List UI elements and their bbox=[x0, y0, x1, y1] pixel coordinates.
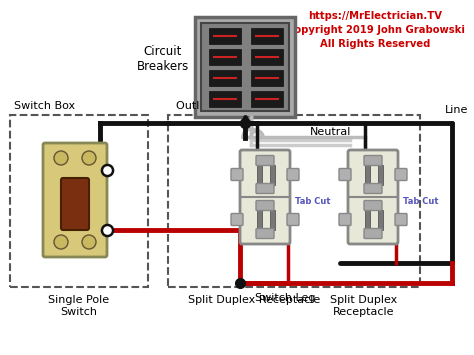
FancyBboxPatch shape bbox=[339, 169, 351, 180]
FancyBboxPatch shape bbox=[251, 91, 283, 107]
Circle shape bbox=[54, 235, 68, 249]
FancyBboxPatch shape bbox=[201, 23, 289, 111]
FancyBboxPatch shape bbox=[256, 184, 274, 193]
FancyBboxPatch shape bbox=[231, 213, 243, 225]
Text: Tab Cut: Tab Cut bbox=[403, 197, 438, 207]
Text: Neutral: Neutral bbox=[310, 127, 351, 137]
FancyBboxPatch shape bbox=[257, 209, 262, 229]
FancyBboxPatch shape bbox=[395, 169, 407, 180]
FancyBboxPatch shape bbox=[395, 213, 407, 225]
Text: Switch Box: Switch Box bbox=[14, 101, 75, 111]
FancyBboxPatch shape bbox=[287, 169, 299, 180]
FancyBboxPatch shape bbox=[257, 164, 262, 185]
Text: Single Pole
Switch: Single Pole Switch bbox=[48, 295, 109, 317]
Text: Split Duplex
Receptacle: Split Duplex Receptacle bbox=[330, 295, 398, 317]
FancyBboxPatch shape bbox=[364, 229, 382, 239]
FancyBboxPatch shape bbox=[364, 201, 382, 211]
FancyBboxPatch shape bbox=[287, 213, 299, 225]
FancyBboxPatch shape bbox=[256, 229, 274, 239]
Circle shape bbox=[260, 229, 270, 239]
Text: Split Duplex Receptacle: Split Duplex Receptacle bbox=[188, 295, 320, 305]
Circle shape bbox=[82, 235, 96, 249]
FancyBboxPatch shape bbox=[43, 143, 107, 257]
Circle shape bbox=[82, 151, 96, 165]
FancyBboxPatch shape bbox=[339, 213, 351, 225]
Text: Line: Line bbox=[445, 105, 468, 115]
FancyBboxPatch shape bbox=[256, 155, 274, 165]
Circle shape bbox=[260, 184, 270, 193]
Circle shape bbox=[368, 184, 378, 193]
Text: Outlet Box: Outlet Box bbox=[176, 101, 235, 111]
FancyBboxPatch shape bbox=[251, 28, 283, 44]
FancyBboxPatch shape bbox=[348, 150, 398, 244]
Circle shape bbox=[368, 229, 378, 239]
FancyBboxPatch shape bbox=[256, 201, 274, 211]
Text: https://MrElectrician.TV
Copyright 2019 John Grabowski
All Rights Reserved: https://MrElectrician.TV Copyright 2019 … bbox=[287, 11, 465, 49]
Text: Tab Cut: Tab Cut bbox=[295, 197, 330, 207]
FancyBboxPatch shape bbox=[231, 169, 243, 180]
FancyBboxPatch shape bbox=[378, 209, 383, 229]
FancyBboxPatch shape bbox=[270, 164, 275, 185]
Text: Circuit
Breakers: Circuit Breakers bbox=[137, 45, 189, 73]
FancyBboxPatch shape bbox=[251, 70, 283, 86]
FancyBboxPatch shape bbox=[365, 164, 370, 185]
FancyBboxPatch shape bbox=[270, 209, 275, 229]
FancyBboxPatch shape bbox=[251, 49, 283, 65]
FancyBboxPatch shape bbox=[61, 178, 89, 230]
FancyBboxPatch shape bbox=[209, 28, 241, 44]
FancyBboxPatch shape bbox=[195, 17, 295, 117]
FancyBboxPatch shape bbox=[365, 209, 370, 229]
FancyBboxPatch shape bbox=[209, 49, 241, 65]
FancyBboxPatch shape bbox=[364, 184, 382, 193]
FancyBboxPatch shape bbox=[209, 91, 241, 107]
Circle shape bbox=[54, 151, 68, 165]
Text: Switch Leg: Switch Leg bbox=[255, 293, 316, 303]
FancyBboxPatch shape bbox=[378, 164, 383, 185]
FancyBboxPatch shape bbox=[209, 70, 241, 86]
FancyBboxPatch shape bbox=[364, 155, 382, 165]
FancyBboxPatch shape bbox=[240, 150, 290, 244]
